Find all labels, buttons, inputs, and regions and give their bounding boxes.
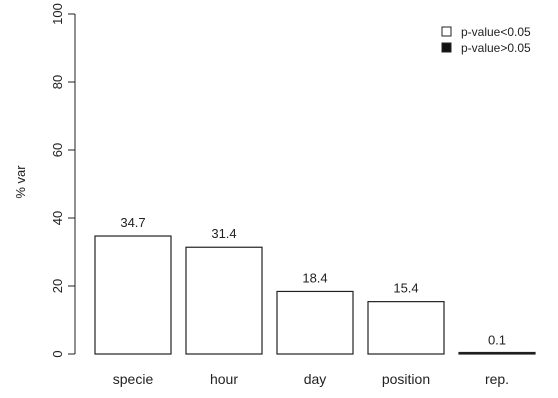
y-tick-label: 100 <box>50 3 65 25</box>
legend-swatch <box>441 26 452 37</box>
y-tick-label: 80 <box>50 75 65 89</box>
bar-day <box>276 290 354 355</box>
x-tick-label: hour <box>210 371 238 387</box>
y-axis: 0 20 40 60 80 100 <box>50 3 76 358</box>
bar-value-label: 31.4 <box>211 226 236 241</box>
legend-swatch <box>441 42 452 53</box>
bar-specie <box>94 235 172 355</box>
bar-value-label: 18.4 <box>302 270 327 285</box>
bar-value-label: 15.4 <box>393 281 418 296</box>
y-tick-label: 20 <box>50 279 65 293</box>
y-tick-label: 40 <box>50 211 65 225</box>
legend-label: p-value>0.05 <box>461 41 531 55</box>
legend: p-value<0.05 p-value>0.05 <box>441 25 531 55</box>
bar-value-label: 34.7 <box>120 215 145 230</box>
bar-position <box>367 301 445 355</box>
x-tick-label: day <box>304 371 327 387</box>
x-tick-label: position <box>382 371 430 387</box>
bars: 34.7 31.4 18.4 15.4 0.1 <box>94 215 536 355</box>
y-tick-label: 60 <box>50 143 65 157</box>
y-axis-title: % var <box>13 165 28 199</box>
y-tick-label: 0 <box>50 350 65 357</box>
bar-rep <box>458 351 536 355</box>
x-tick-label: specie <box>113 371 154 387</box>
bar-value-label: 0.1 <box>488 333 506 348</box>
x-tick-label: rep. <box>485 371 509 387</box>
legend-label: p-value<0.05 <box>461 25 531 39</box>
x-tick-labels: specie hour day position rep. <box>113 371 509 387</box>
bar-hour <box>185 246 263 355</box>
